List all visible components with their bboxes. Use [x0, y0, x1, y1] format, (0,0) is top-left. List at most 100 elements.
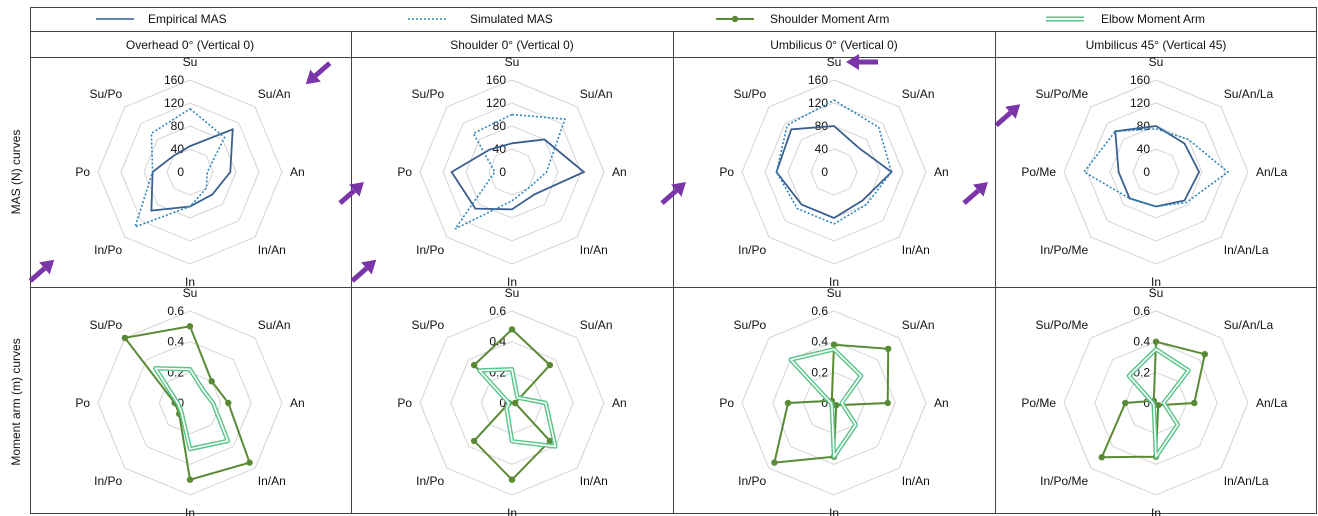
axis-label: Su/Po [89, 87, 122, 101]
shoulder-point [1191, 400, 1197, 406]
axis-label: In/An/La [1224, 474, 1269, 488]
annotation-arrow-head [846, 54, 859, 70]
tick-label: 0.6 [167, 304, 184, 318]
axis-label: Su/An [580, 318, 613, 332]
axis-label: In/An [580, 243, 608, 257]
column-title-4: Umbilicus 45° (Vertical 45) [1086, 38, 1227, 52]
radar-chart-2: 04080120160SuSu/AnAnIn/AnInIn/PoPoSu/Po [340, 55, 627, 289]
series-elbow-moment-arm-outer [155, 368, 228, 449]
axis-label: In/Po [416, 243, 444, 257]
tick-label: 0.4 [167, 335, 184, 349]
axis-label: Su/Po/Me [1035, 87, 1088, 101]
axis-label: Po [719, 396, 734, 410]
tick-label: 40 [815, 142, 829, 156]
grid-ring [765, 103, 903, 241]
axis-label: Po [397, 165, 412, 179]
axis-label: In [1151, 506, 1161, 516]
axis-label: Su [1149, 55, 1164, 69]
shoulder-point [1099, 454, 1105, 460]
axis-label: In/Po/Me [1040, 243, 1088, 257]
axis-label: An [934, 165, 949, 179]
shoulder-point [122, 335, 128, 341]
legend-shoulder-marker [732, 16, 738, 22]
annotation-arrow-shaft [352, 268, 366, 281]
axis-label: An/La [1256, 165, 1288, 179]
axis-label: In/Po [738, 474, 766, 488]
annotation-arrow-shaft [30, 268, 44, 281]
tick-label: 120 [1130, 96, 1150, 110]
tick-label: 0.4 [1133, 335, 1150, 349]
tick-label: 120 [486, 96, 506, 110]
axis-label: An [934, 396, 949, 410]
axis-label: Su/Po [89, 318, 122, 332]
axis-label: Su/An [258, 318, 291, 332]
shoulder-point [547, 362, 553, 368]
axis-label: Po [75, 396, 90, 410]
tick-label: 120 [164, 96, 184, 110]
axis-label: In/Po [416, 474, 444, 488]
axis-label: In/Po [738, 243, 766, 257]
radar-chart-6: 00.20.40.6SuSu/AnAnIn/AnInIn/PoPoSu/Po [397, 286, 626, 516]
axis-label: Su/Po [733, 87, 766, 101]
axis-label: Su [505, 55, 520, 69]
grid-ring [1087, 103, 1225, 241]
shoulder-point [471, 438, 477, 444]
axis-label: In/An [258, 474, 286, 488]
series-empirical-mas [777, 126, 892, 218]
axis-label: Su [1149, 286, 1164, 300]
annotation-arrow-shaft [340, 191, 354, 204]
axis-label: In/An [258, 243, 286, 257]
shoulder-point [225, 400, 231, 406]
axis-label: An [290, 165, 305, 179]
tick-label: 0 [1143, 165, 1150, 179]
annotation-arrow-shaft [964, 191, 978, 204]
shoulder-point [187, 477, 193, 483]
grid-ring [443, 103, 581, 241]
axis-label: An [290, 396, 305, 410]
axis-label: An [612, 165, 627, 179]
axis-label: In/Po [94, 474, 122, 488]
grid-ring [144, 126, 236, 218]
series-simulated-mas [777, 100, 892, 224]
tick-label: 40 [1137, 142, 1151, 156]
grid-ring [1064, 80, 1248, 264]
column-title-1: Overhead 0° (Vertical 0) [126, 38, 254, 52]
tick-label: 0 [821, 165, 828, 179]
legend-simulated-label: Simulated MAS [470, 12, 553, 26]
grid-ring [420, 80, 604, 264]
radar-charts: 0 40 80 120 160 Su Su/An An In/An In In/Po Po Su/Po 0… [30, 54, 1287, 516]
axis-label: In [829, 506, 839, 516]
tick-label: 160 [1130, 73, 1150, 87]
tick-label: 160 [164, 73, 184, 87]
axis-label: An [612, 396, 627, 410]
shoulder-point [771, 459, 777, 465]
row-label-moment-arm: Moment arm (m) curves [9, 338, 23, 465]
shoulder-point [1153, 339, 1159, 345]
column-title-2: Shoulder 0° (Vertical 0) [450, 38, 574, 52]
axis-label: An/La [1256, 396, 1288, 410]
shoulder-point [831, 342, 837, 348]
tick-label: 80 [171, 119, 185, 133]
annotation-arrow-shaft [316, 63, 330, 76]
tick-label: 160 [486, 73, 506, 87]
radar-chart-3: 04080120160SuSu/AnAnIn/AnInIn/PoPoSu/Po [662, 54, 949, 289]
tick-label: 80 [493, 119, 507, 133]
axis-label: In/An/La [1224, 243, 1269, 257]
axis-label: Su/An/La [1224, 87, 1274, 101]
axis-label: Su [183, 55, 198, 69]
axis-label: In [507, 506, 517, 516]
shoulder-point [509, 477, 515, 483]
axis-label: Po/Me [1021, 396, 1056, 410]
grid-ring [98, 80, 282, 264]
annotation-arrow-shaft [662, 191, 676, 204]
shoulder-point [885, 400, 891, 406]
tick-label: 0.6 [489, 304, 506, 318]
axis-label: In/An [580, 474, 608, 488]
axis-label: Su [827, 55, 842, 69]
axis-label: Su/Po/Me [1035, 318, 1088, 332]
series-simulated-mas [455, 115, 565, 229]
axis-label: Su/Po [733, 318, 766, 332]
tick-label: 0.6 [811, 304, 828, 318]
